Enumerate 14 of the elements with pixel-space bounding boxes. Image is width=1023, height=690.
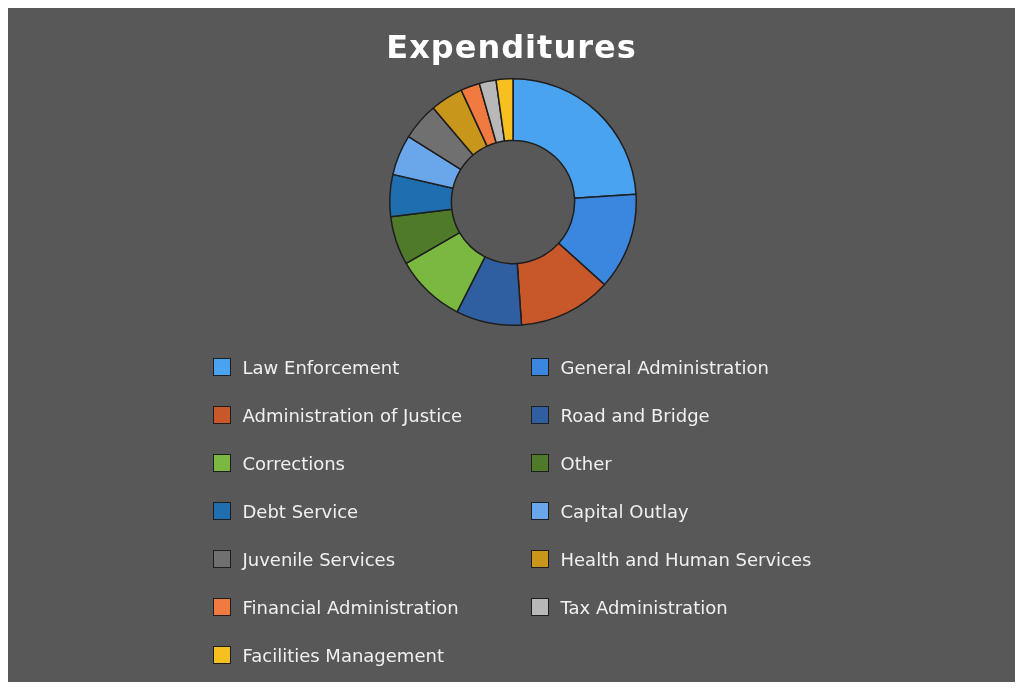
legend-label: Health and Human Services [560,548,812,570]
chart-title: Expenditures [386,28,637,66]
legend-label: General Administration [560,356,769,378]
legend-label: Corrections [242,452,345,474]
legend-label: Facilities Management [242,644,444,666]
legend-label: Capital Outlay [560,500,689,522]
legend-label: Administration of Justice [242,404,463,426]
legend-label: Other [560,452,612,474]
legend-label: Financial Administration [242,596,459,618]
legend-label: Juvenile Services [242,548,396,570]
legend-label: Debt Service [242,500,359,522]
legend-label: Tax Administration [560,596,728,618]
legend-label: Road and Bridge [560,404,710,426]
legend-label: Law Enforcement [242,356,400,378]
